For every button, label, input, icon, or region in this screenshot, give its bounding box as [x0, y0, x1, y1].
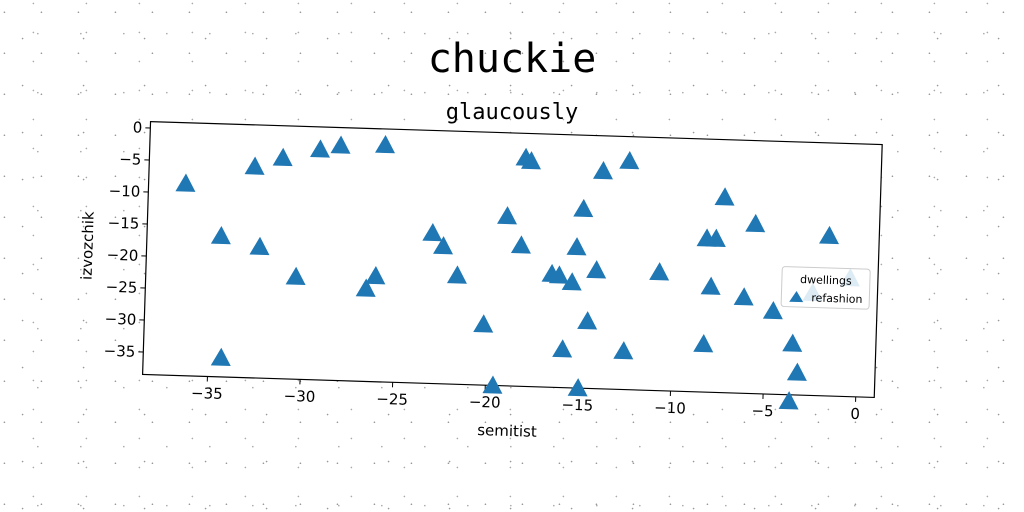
chart-subtitle: glaucously [445, 100, 579, 125]
data-point [548, 265, 569, 284]
data-point [473, 314, 494, 333]
data-point [272, 147, 293, 167]
x-tick-label: −10 [654, 399, 686, 418]
data-point [819, 225, 840, 245]
x-tick-label: 0 [850, 405, 860, 423]
x-axis-label: semitist [477, 421, 537, 441]
data-point [497, 206, 518, 225]
y-axis-label: izvozchik [78, 211, 98, 280]
data-point [249, 236, 270, 256]
y-tick-label: −15 [107, 214, 139, 233]
data-point [552, 339, 573, 358]
data-point [649, 262, 670, 281]
data-point [700, 276, 721, 295]
data-point [619, 150, 640, 170]
data-point [577, 311, 598, 330]
x-tick-label: −5 [751, 402, 774, 421]
data-point [786, 362, 807, 381]
y-tick-label: −5 [119, 150, 142, 169]
data-point [693, 334, 714, 353]
data-point [520, 151, 541, 170]
y-tick-label: −10 [108, 182, 140, 201]
legend-marker-refashion [789, 290, 804, 303]
x-tick-label: −20 [469, 393, 501, 412]
data-point [482, 375, 503, 394]
x-axis: −35 −30 −25 −20 −15 −10 −5 0 [191, 376, 860, 423]
legend-box [780, 266, 871, 310]
data-point [175, 173, 196, 192]
data-point [365, 266, 386, 285]
data-point [210, 225, 231, 245]
data-point [355, 278, 376, 297]
data-point [561, 272, 582, 291]
data-point [573, 198, 594, 218]
data-point [446, 265, 467, 284]
chart-title: chuckie [427, 36, 597, 82]
x-tick-label: −25 [376, 390, 408, 409]
y-tick-label: 0 [133, 118, 143, 136]
data-point [733, 287, 754, 306]
data-point [762, 300, 783, 320]
data-point [244, 156, 265, 175]
legend[interactable]: dwellings refashion [780, 266, 871, 310]
data-point [567, 378, 588, 397]
legend-label-refashion: refashion [811, 291, 863, 306]
x-tick-label: −35 [191, 384, 223, 403]
y-tick-label: −35 [103, 342, 135, 361]
data-point [330, 135, 351, 154]
legend-title: dwellings [800, 273, 852, 288]
x-tick-label: −15 [561, 396, 593, 415]
y-tick-label: −25 [105, 278, 137, 297]
data-point [310, 139, 330, 158]
data-point [510, 235, 531, 254]
data-point [375, 134, 396, 154]
data-point [566, 237, 587, 256]
data-point [778, 391, 799, 410]
x-tick-label: −30 [283, 387, 315, 406]
data-point [745, 213, 766, 233]
data-point [586, 260, 607, 279]
plot-area [141, 120, 883, 399]
data-point [210, 347, 231, 366]
y-axis: 0 −5 −10 −15 −20 −25 −30 −35 [103, 118, 151, 361]
data-point [705, 228, 726, 247]
data-point [422, 222, 443, 242]
y-tick-label: −20 [106, 246, 138, 265]
data-point [433, 236, 454, 255]
data-point [613, 341, 634, 360]
data-point [782, 333, 803, 352]
data-point [592, 161, 613, 180]
data-point [714, 187, 735, 206]
data-point [285, 266, 306, 286]
y-tick-label: −30 [104, 310, 136, 329]
